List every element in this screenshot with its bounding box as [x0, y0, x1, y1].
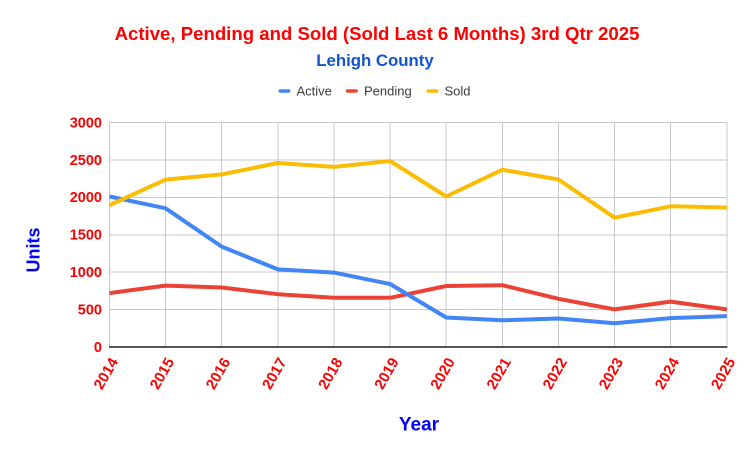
svg-text:2500: 2500 [70, 153, 102, 169]
svg-text:2021: 2021 [483, 355, 514, 392]
svg-text:2018: 2018 [315, 355, 346, 392]
svg-text:Units: Units [24, 228, 44, 273]
svg-text:1500: 1500 [70, 228, 102, 244]
svg-text:2019: 2019 [371, 355, 402, 392]
svg-text:2000: 2000 [70, 190, 102, 206]
svg-text:500: 500 [78, 303, 102, 319]
svg-text:0: 0 [94, 340, 102, 356]
svg-text:2024: 2024 [652, 354, 684, 392]
svg-text:Pending: Pending [364, 83, 412, 98]
svg-text:2014: 2014 [91, 354, 123, 392]
svg-text:Lehigh County: Lehigh County [316, 51, 434, 70]
svg-text:2022: 2022 [540, 355, 571, 392]
svg-text:Year: Year [399, 415, 440, 436]
svg-text:Active, Pending and Sold (Sold: Active, Pending and Sold (Sold Last 6 Mo… [115, 23, 640, 44]
svg-text:2020: 2020 [427, 355, 458, 392]
svg-text:2025: 2025 [708, 355, 739, 392]
svg-text:Sold: Sold [445, 83, 471, 98]
svg-text:Active: Active [297, 83, 332, 98]
svg-text:2023: 2023 [596, 355, 627, 392]
svg-text:2016: 2016 [203, 355, 234, 392]
svg-text:2015: 2015 [147, 355, 178, 392]
svg-text:3000: 3000 [70, 115, 102, 131]
svg-text:1000: 1000 [70, 265, 102, 281]
svg-text:2017: 2017 [259, 355, 290, 392]
